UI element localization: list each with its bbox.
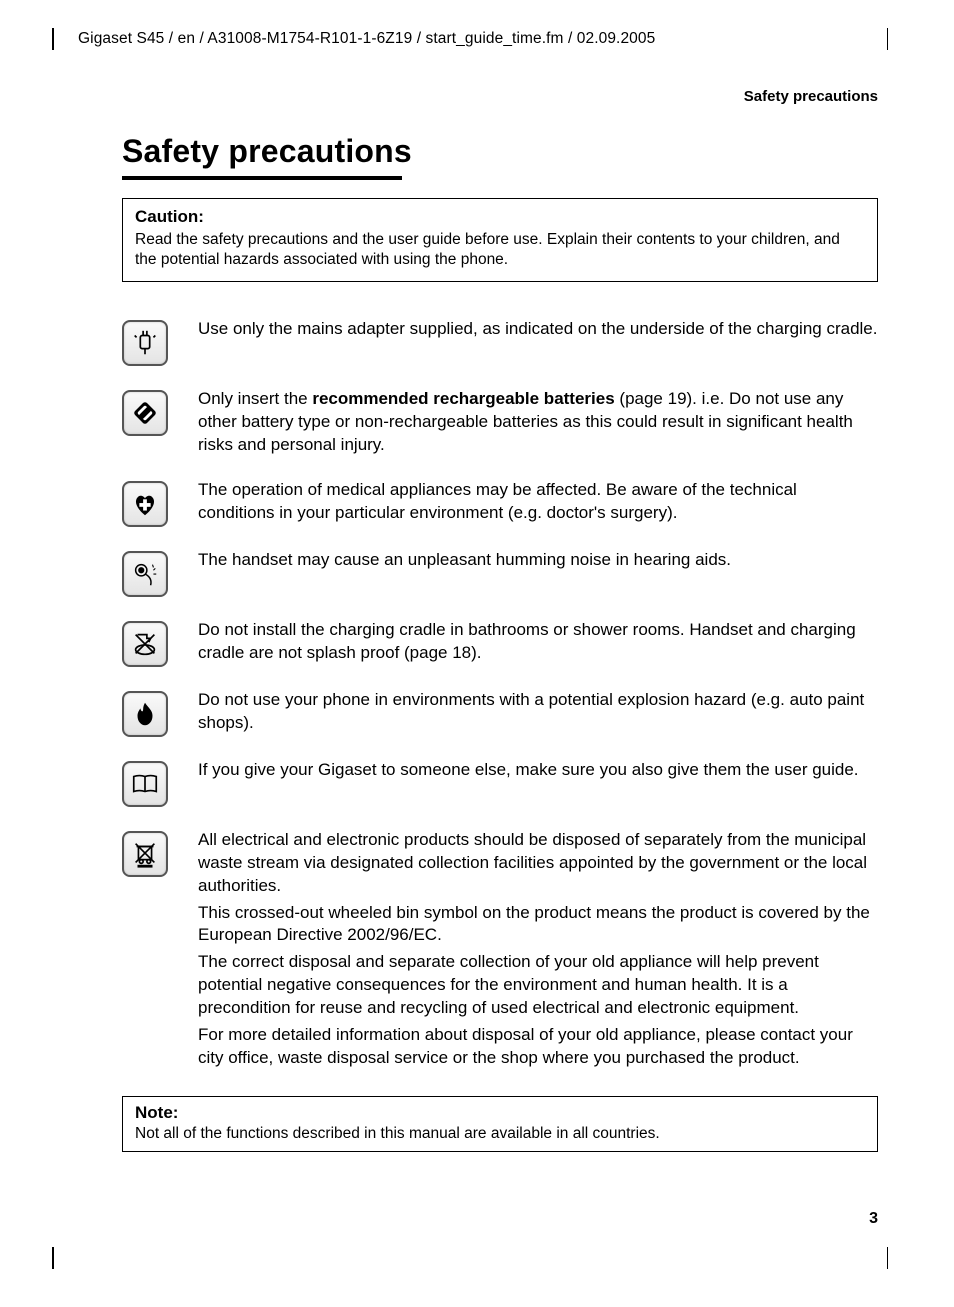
item-explosion: Do not use your phone in environments wi…	[122, 689, 878, 737]
page-title: Safety precautions	[122, 133, 878, 170]
caution-text: Read the safety precautions and the user…	[135, 230, 865, 271]
no-water-icon	[122, 621, 168, 667]
item-hearing: The handset may cause an unpleasant humm…	[122, 549, 878, 597]
icon-cell	[122, 689, 178, 737]
battery-icon	[122, 390, 168, 436]
note-box: Note: Not all of the functions described…	[122, 1096, 878, 1152]
book-icon	[122, 761, 168, 807]
hearing-aid-icon	[122, 551, 168, 597]
item-text: Do not use your phone in environments wi…	[178, 689, 878, 735]
header-path: Gigaset S45 / en / A31008-M1754-R101-1-6…	[78, 30, 878, 48]
icon-cell	[122, 759, 178, 807]
note-label: Note:	[135, 1103, 865, 1123]
caution-label: Caution:	[135, 207, 865, 227]
item-text: The operation of medical appliances may …	[178, 479, 878, 525]
item-text: If you give your Gigaset to someone else…	[178, 759, 878, 782]
item-weee: All electrical and electronic products s…	[122, 829, 878, 1074]
item-text: Use only the mains adapter supplied, as …	[178, 318, 878, 341]
icon-cell	[122, 479, 178, 527]
battery-text-pre: Only insert the	[198, 389, 312, 408]
item-text: Do not install the charging cradle in ba…	[178, 619, 878, 665]
item-medical: The operation of medical appliances may …	[122, 479, 878, 527]
page-number: 3	[869, 1210, 878, 1228]
weee-p3: The correct disposal and separate collec…	[198, 951, 878, 1020]
icon-cell	[122, 318, 178, 366]
crop-tick	[887, 28, 889, 50]
weee-p2: This crossed-out wheeled bin symbol on t…	[198, 902, 878, 948]
plug-icon	[122, 320, 168, 366]
item-battery: Only insert the recommended rechargeable…	[122, 388, 878, 457]
crop-tick	[52, 1247, 54, 1269]
item-text: Only insert the recommended rechargeable…	[178, 388, 878, 457]
crop-tick	[52, 28, 54, 50]
heart-cross-icon	[122, 481, 168, 527]
weee-p1: All electrical and electronic products s…	[198, 829, 878, 898]
title-underline	[122, 176, 402, 180]
item-bathroom: Do not install the charging cradle in ba…	[122, 619, 878, 667]
weee-bin-icon	[122, 831, 168, 877]
precaution-list: Use only the mains adapter supplied, as …	[122, 318, 878, 1074]
crop-tick	[887, 1247, 889, 1269]
icon-cell	[122, 549, 178, 597]
item-manual: If you give your Gigaset to someone else…	[122, 759, 878, 807]
weee-p4: For more detailed information about disp…	[198, 1024, 878, 1070]
icon-cell	[122, 619, 178, 667]
caution-box: Caution: Read the safety precautions and…	[122, 198, 878, 282]
item-text: All electrical and electronic products s…	[178, 829, 878, 1074]
item-adapter: Use only the mains adapter supplied, as …	[122, 318, 878, 366]
note-text: Not all of the functions described in th…	[135, 1125, 865, 1143]
page-content: Gigaset S45 / en / A31008-M1754-R101-1-6…	[78, 30, 878, 1152]
flame-icon	[122, 691, 168, 737]
battery-text-bold: recommended rechargeable batteries	[312, 389, 614, 408]
item-text: The handset may cause an unpleasant humm…	[178, 549, 878, 572]
running-head: Safety precautions	[78, 88, 878, 105]
icon-cell	[122, 388, 178, 436]
icon-cell	[122, 829, 178, 877]
